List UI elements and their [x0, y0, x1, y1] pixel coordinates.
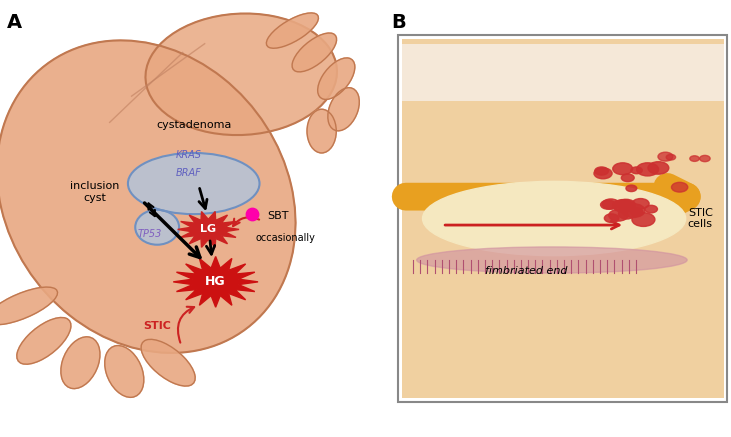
Circle shape	[630, 208, 643, 216]
Ellipse shape	[145, 14, 337, 135]
Text: B: B	[391, 13, 406, 32]
Ellipse shape	[17, 318, 71, 364]
Circle shape	[613, 200, 630, 211]
Ellipse shape	[318, 58, 355, 99]
Circle shape	[622, 204, 645, 218]
Point	[246, 211, 258, 218]
Ellipse shape	[423, 181, 686, 256]
Circle shape	[632, 198, 649, 209]
Ellipse shape	[266, 13, 319, 48]
Text: cystadenoma: cystadenoma	[156, 120, 232, 129]
Circle shape	[621, 174, 635, 182]
Circle shape	[690, 156, 700, 161]
Ellipse shape	[0, 40, 295, 353]
Ellipse shape	[105, 346, 144, 397]
Circle shape	[666, 154, 675, 160]
Ellipse shape	[128, 153, 260, 214]
Text: STIC: STIC	[143, 321, 171, 330]
Circle shape	[700, 156, 710, 162]
Circle shape	[613, 200, 634, 212]
Text: LG: LG	[200, 225, 216, 234]
FancyBboxPatch shape	[398, 35, 727, 402]
Circle shape	[626, 185, 637, 191]
Ellipse shape	[292, 33, 336, 72]
Circle shape	[648, 162, 669, 174]
Circle shape	[602, 199, 619, 209]
Circle shape	[609, 210, 628, 221]
Circle shape	[632, 208, 643, 215]
Circle shape	[618, 209, 635, 219]
Circle shape	[637, 163, 659, 176]
Circle shape	[594, 168, 612, 179]
Text: A: A	[7, 13, 23, 32]
Ellipse shape	[327, 88, 360, 131]
Ellipse shape	[141, 340, 195, 386]
Polygon shape	[178, 212, 239, 247]
Circle shape	[605, 214, 619, 222]
Ellipse shape	[135, 210, 179, 245]
Ellipse shape	[61, 337, 100, 388]
FancyBboxPatch shape	[402, 44, 724, 101]
FancyBboxPatch shape	[402, 39, 724, 398]
Text: fimbriated end: fimbriated end	[485, 266, 567, 276]
Circle shape	[601, 200, 616, 209]
Polygon shape	[173, 257, 258, 307]
Text: STIC
cells: STIC cells	[688, 208, 713, 229]
Circle shape	[595, 167, 608, 175]
Text: KRAS: KRAS	[175, 150, 202, 160]
Text: SBT: SBT	[267, 212, 288, 221]
Text: HG: HG	[205, 275, 226, 288]
Ellipse shape	[0, 287, 58, 325]
Circle shape	[658, 152, 673, 161]
Circle shape	[632, 213, 655, 226]
Circle shape	[613, 163, 632, 175]
Text: BRAF: BRAF	[175, 168, 202, 177]
Text: inclusion
cyst: inclusion cyst	[70, 181, 120, 203]
Circle shape	[617, 199, 635, 210]
Ellipse shape	[417, 247, 687, 273]
Text: occasionally: occasionally	[255, 233, 315, 243]
Text: TP53: TP53	[137, 229, 162, 239]
Circle shape	[672, 182, 688, 192]
Circle shape	[645, 205, 657, 213]
Ellipse shape	[307, 109, 336, 153]
Circle shape	[631, 167, 643, 174]
